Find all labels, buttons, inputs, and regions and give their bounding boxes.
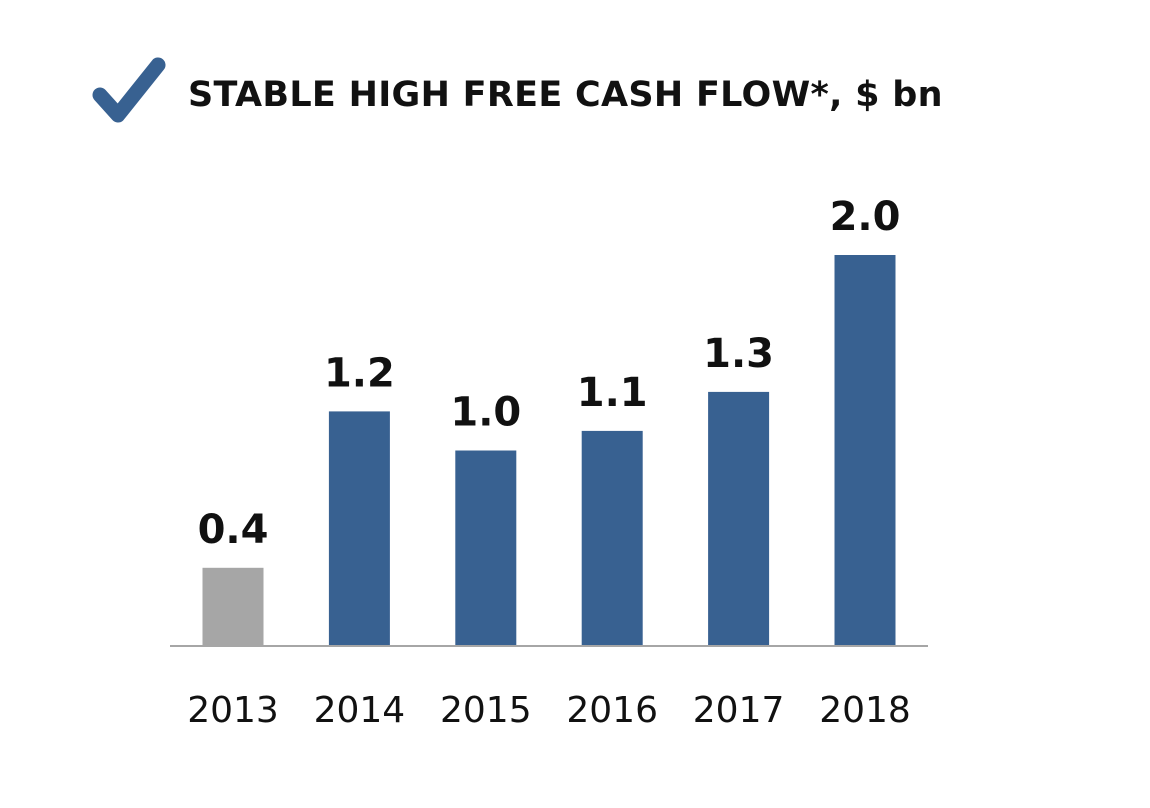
bar-2018 [834,255,896,646]
category-label-2017: 2017 [693,690,785,731]
chart-title: STABLE HIGH FREE CASH FLOW*, $ bn [188,75,943,115]
checkmark-icon [92,57,166,123]
category-label-2014: 2014 [314,690,406,731]
bar-2017 [708,391,770,647]
chart-header: STABLE HIGH FREE CASH FLOW*, $ bn [92,55,943,135]
value-label-2018: 2.0 [830,194,901,240]
value-label-2015: 1.0 [450,390,521,436]
value-label-2017: 1.3 [703,331,774,377]
value-label-2016: 1.1 [577,370,648,416]
value-label-2013: 0.4 [198,507,269,553]
category-labels-group: 2013 2014 2015 2016 2017 2018 [187,690,911,731]
value-label-2014: 1.2 [324,350,395,396]
category-label-2016: 2016 [566,690,658,731]
value-labels-group: 0.4 1.2 1.0 1.1 1.3 2.0 [198,194,901,553]
category-label-2013: 2013 [187,690,279,731]
category-label-2015: 2015 [440,690,532,731]
bar-2013 [202,567,264,646]
bar-2015 [455,450,517,646]
category-label-2018: 2018 [819,690,911,731]
bar-2016 [581,430,643,646]
bar-2014 [328,411,390,646]
bars-group [202,255,896,647]
